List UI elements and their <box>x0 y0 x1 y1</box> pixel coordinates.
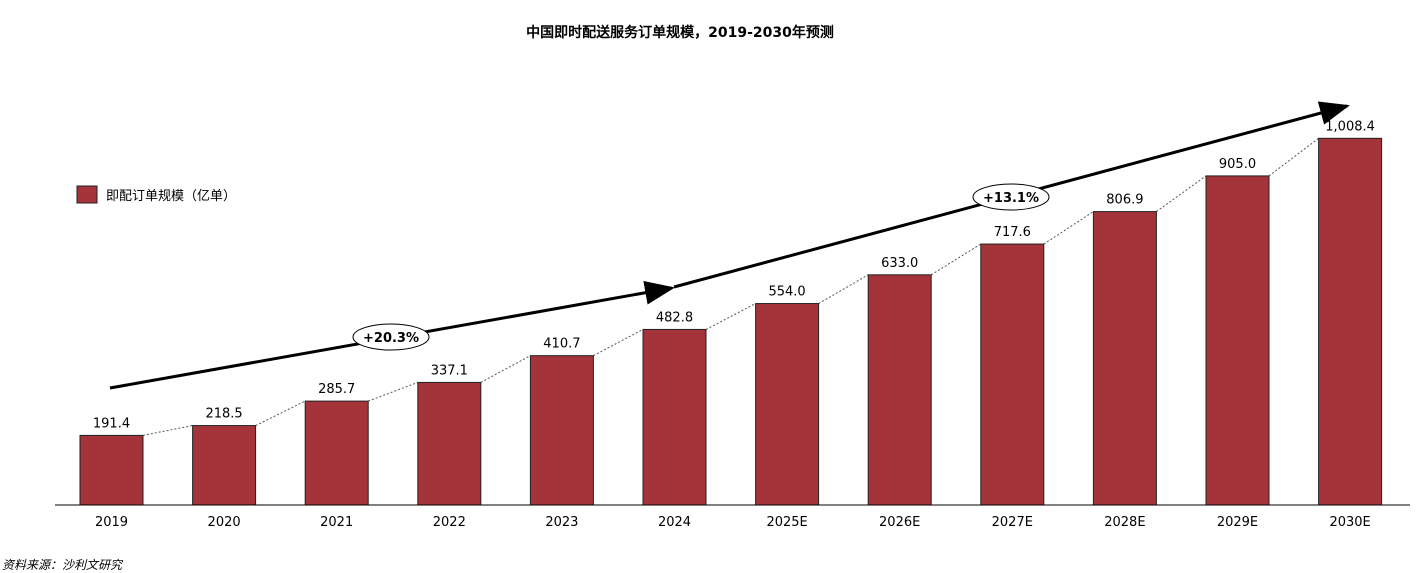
bar-2024 <box>642 328 707 506</box>
growth-badge-2 <box>972 183 1050 211</box>
x-tick-2026E: 2026E <box>879 515 920 530</box>
growth-badge-1-text: +20.3% <box>363 331 419 346</box>
x-tick-2025E: 2025E <box>766 515 807 530</box>
connector-2025E <box>818 274 869 304</box>
bar-2022 <box>417 381 482 506</box>
value-label-2026E: 633.0 <box>881 256 918 271</box>
value-label-2030E: 1,008.4 <box>1325 119 1375 134</box>
connector-2023 <box>593 328 644 357</box>
value-labels: 191.4 218.5 285.7 337.1 410.7 482.8 554.0 633.0… <box>93 119 1375 431</box>
x-axis-ticks: 2019 2020 2021 2022 2023 2024 2025E 2026E 2027E 2… <box>95 515 1371 530</box>
value-label-2028E: 806.9 <box>1106 193 1143 208</box>
value-label-2025E: 554.0 <box>768 285 805 300</box>
connector-2024 <box>705 303 756 330</box>
x-tick-2030E: 2030E <box>1329 515 1370 530</box>
legend: 即配订单规模（亿单） <box>76 185 236 204</box>
bars <box>79 137 1383 506</box>
legend-label: 即配订单规模（亿单） <box>106 189 236 204</box>
connector-2020 <box>255 400 306 426</box>
value-label-2027E: 717.6 <box>994 225 1031 240</box>
value-label-2022: 337.1 <box>431 363 468 378</box>
source-note: 资料来源：沙利文研究 <box>2 558 124 572</box>
bar-2027E <box>980 243 1045 506</box>
bar-2021 <box>304 400 369 506</box>
connector-2027E <box>1043 211 1094 245</box>
x-tick-2028E: 2028E <box>1104 515 1145 530</box>
value-label-2021: 285.7 <box>318 382 355 397</box>
connector-2029E <box>1268 137 1319 177</box>
value-label-2023: 410.7 <box>543 337 580 352</box>
bar-connectors <box>142 137 1319 436</box>
connector-2021 <box>368 381 418 402</box>
value-label-2029E: 905.0 <box>1219 157 1256 172</box>
bar-2025E <box>755 303 820 506</box>
connector-2028E <box>1156 175 1207 212</box>
x-tick-2019: 2019 <box>95 515 128 530</box>
bar-2028E <box>1092 211 1157 506</box>
growth-badge-2-text: +13.1% <box>983 191 1039 206</box>
bar-2023 <box>529 355 594 506</box>
bar-2030E <box>1318 137 1383 506</box>
connector-2026E <box>930 243 982 276</box>
x-tick-2022: 2022 <box>433 515 466 530</box>
connector-2019 <box>142 425 193 436</box>
connector-2022 <box>480 355 531 383</box>
x-tick-2021: 2021 <box>320 515 353 530</box>
x-tick-2023: 2023 <box>545 515 578 530</box>
x-tick-2029E: 2029E <box>1217 515 1258 530</box>
value-label-2024: 482.8 <box>656 310 693 325</box>
chart-title: 中国即时配送服务订单规模，2019-2030年预测 <box>526 24 834 41</box>
x-tick-2024: 2024 <box>658 515 691 530</box>
bar-2020 <box>192 425 257 506</box>
bar-2026E <box>867 274 932 506</box>
bar-2019 <box>79 434 144 506</box>
bar-2029E <box>1205 175 1270 506</box>
growth-badge-1 <box>352 323 430 351</box>
x-tick-2027E: 2027E <box>992 515 1033 530</box>
value-label-2019: 191.4 <box>93 416 130 431</box>
value-label-2020: 218.5 <box>205 407 242 422</box>
x-tick-2020: 2020 <box>208 515 241 530</box>
legend-swatch <box>76 185 98 204</box>
